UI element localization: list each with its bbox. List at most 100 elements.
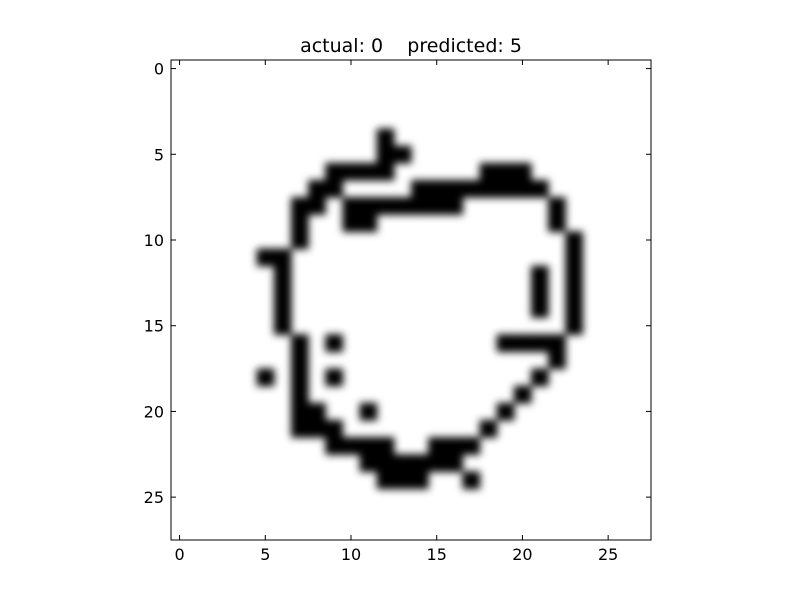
ink-cell xyxy=(291,385,309,404)
ink-cell xyxy=(411,197,429,215)
ink-cell xyxy=(308,420,326,438)
ink-cell xyxy=(513,334,532,353)
ink-cell xyxy=(565,282,584,301)
ink-cell xyxy=(531,265,549,284)
ink-cell xyxy=(548,334,566,353)
ink-cell xyxy=(376,437,395,455)
ink-cell xyxy=(325,334,344,353)
ink-cell xyxy=(565,300,584,318)
ink-cell xyxy=(291,334,309,353)
ink-cell xyxy=(376,471,395,490)
x-tick-label: 15 xyxy=(427,545,447,564)
ink-cell xyxy=(291,214,309,233)
ink-cell xyxy=(428,180,446,198)
x-tick-label: 20 xyxy=(512,545,532,564)
ink-cell xyxy=(496,334,515,353)
ink-cell xyxy=(548,214,566,233)
ink-cell xyxy=(565,317,584,335)
ink-cell xyxy=(325,437,344,455)
ink-cell xyxy=(565,265,584,284)
ink-cell xyxy=(359,402,378,421)
ink-cell xyxy=(531,334,549,353)
ink-cell xyxy=(496,180,515,198)
ink-cell xyxy=(531,300,549,318)
ink-cell xyxy=(393,471,412,490)
ink-cell xyxy=(291,420,309,438)
ink-cell xyxy=(376,454,395,473)
ink-cell xyxy=(445,180,464,198)
ink-cell xyxy=(359,197,378,215)
ink-cell xyxy=(428,197,446,215)
ink-cell xyxy=(376,128,395,147)
ink-cell xyxy=(428,454,446,473)
y-axis: 0 5 10 15 20 25 xyxy=(144,60,651,507)
ink-cell xyxy=(411,454,429,473)
ink-cell xyxy=(308,197,326,215)
y-tick-label: 10 xyxy=(144,231,164,250)
ink-cell xyxy=(308,180,326,198)
ink-cell xyxy=(462,471,481,490)
ink-cell xyxy=(565,248,584,267)
ink-cell xyxy=(359,162,378,181)
y-tick-label: 0 xyxy=(154,60,164,79)
ink-cell xyxy=(479,162,498,181)
ink-cell xyxy=(291,402,309,421)
ink-cell xyxy=(342,437,361,455)
ink-cell xyxy=(342,197,361,215)
x-axis: 0 5 10 15 20 25 xyxy=(174,60,618,564)
x-tick-label: 0 xyxy=(174,545,184,564)
ink-cell xyxy=(531,180,549,198)
ink-cell xyxy=(548,351,566,370)
ink-cell xyxy=(325,420,344,438)
y-tick-label: 25 xyxy=(144,488,164,507)
x-tick-label: 5 xyxy=(260,545,270,564)
ink-cell xyxy=(291,351,309,370)
ink-cell xyxy=(428,437,446,455)
ink-cell xyxy=(445,197,464,215)
ink-cell xyxy=(256,248,275,267)
ink-cell xyxy=(531,368,549,387)
ink-cell xyxy=(462,437,481,455)
ink-cell xyxy=(291,231,309,250)
y-tick-label: 15 xyxy=(144,317,164,336)
ink-cell xyxy=(411,471,429,490)
ink-cell xyxy=(359,437,378,455)
ink-cell xyxy=(273,282,292,301)
plot-frame xyxy=(170,59,652,541)
ink-cell xyxy=(376,145,395,164)
ink-cell xyxy=(273,317,292,335)
ink-cell xyxy=(273,300,292,318)
ink-cell xyxy=(548,197,566,215)
x-tick-label: 10 xyxy=(341,545,361,564)
ink-cell xyxy=(359,214,378,233)
ink-cell xyxy=(393,197,412,215)
ink-cell xyxy=(273,265,292,284)
ink-cell xyxy=(291,368,309,387)
ink-cell xyxy=(513,385,532,404)
ink-cell xyxy=(393,454,412,473)
ink-cell xyxy=(513,162,532,181)
ink-cell xyxy=(325,180,344,198)
x-tick-label: 25 xyxy=(598,545,618,564)
ink-cell xyxy=(325,162,344,181)
ink-cell xyxy=(445,454,464,473)
ink-cell xyxy=(256,368,275,387)
ink-cell xyxy=(393,145,412,164)
ink-cell xyxy=(496,162,515,181)
ink-cell xyxy=(479,420,498,438)
ink-cell xyxy=(479,180,498,198)
ink-cell xyxy=(411,180,429,198)
ink-cell xyxy=(445,437,464,455)
ink-cell xyxy=(308,402,326,421)
ink-cell xyxy=(359,454,378,473)
ink-cell xyxy=(513,180,532,198)
ink-cell xyxy=(565,231,584,250)
ink-cell xyxy=(376,197,395,215)
y-tick-label: 5 xyxy=(154,145,164,164)
ink-cell xyxy=(291,197,309,215)
ink-cell xyxy=(496,402,515,421)
ink-cell xyxy=(462,180,481,198)
heatmap-image xyxy=(256,128,584,490)
ink-cell xyxy=(325,368,344,387)
